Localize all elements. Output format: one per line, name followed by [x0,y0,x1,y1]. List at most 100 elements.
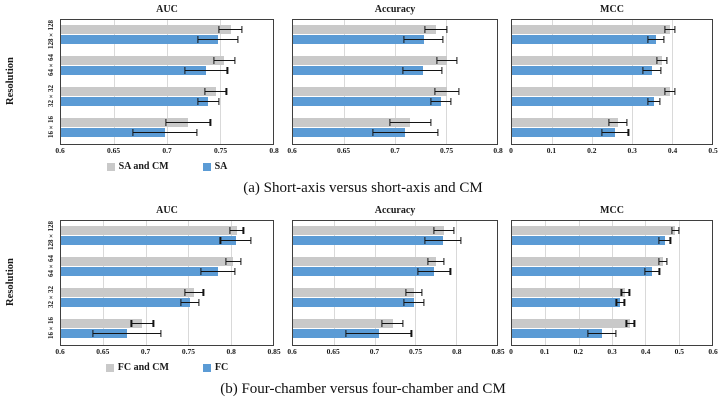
error-bar-cap [422,299,425,306]
x-tick-label: 0.4 [640,347,651,356]
error-bar-cap [436,57,438,64]
gridline [167,20,168,144]
error-bar [389,121,431,124]
bar-sa-and-cm [61,56,225,65]
legend: FC and CM FC [60,360,274,376]
error-bar-cap [430,98,432,105]
x-tick-label: 0.65 [106,146,121,155]
x-tick-label: 0.85 [491,347,505,356]
error-bar [165,121,211,124]
chart-title: MCC [600,205,624,216]
bar-sa-and-cm [293,25,436,34]
error-bar-cap [165,119,167,126]
error-bar-cap [625,320,627,327]
x-axis-ticks: 0.6 0.65 0.7 0.75 0.8 [287,145,502,158]
bar-fc-and-cm [61,257,234,266]
chart-auc: AUC 0.6 0.65 0.7 0.75 0.8 SA and CM SA [55,3,278,175]
error-bar [602,131,629,134]
error-bar-cap [658,268,660,275]
error-bar-cap [179,299,182,306]
bar-fc-and-cm [512,288,626,297]
bar-sa [61,97,209,106]
y-axis-label-column: Resolution [3,19,19,143]
x-tick-label: 0.75 [439,146,454,155]
error-bar [197,38,238,41]
y-axis-label-column: Resolution [3,220,19,344]
bar-sa [293,97,441,106]
error-bar [588,332,616,335]
error-bar [381,322,404,325]
error-bar [672,229,679,232]
figure: Resolution 128×128 64×64 32×32 16×16 AUC 0.6 0.… [3,3,723,397]
error-bar [430,100,452,103]
error-bar [434,90,460,93]
x-tick-label: 0.5 [708,146,718,155]
error-bar-cap [250,237,252,244]
error-bar-cap [423,26,426,33]
chart-accuracy: Accuracy 0.6 0.65 0.7 0.75 0.8 0.85 [287,204,504,359]
x-tick-label: 0.7 [390,146,400,155]
chart-accuracy: Accuracy 0.6 0.65 0.7 0.75 0.8 [287,3,502,158]
bar-fc-and-cm [61,226,237,235]
error-bar-cap [623,299,625,306]
error-bar [213,59,235,62]
error-bar-cap [417,268,419,275]
chart-title: Accuracy [374,205,416,216]
x-axis-ticks: 0.6 0.65 0.7 0.75 0.8 0.85 [287,346,504,359]
bar-fc-and-cm [61,288,195,297]
x-tick-label: 0.6 [55,146,65,155]
bar-fc [293,236,444,245]
error-bar-cap [664,26,666,33]
legend-swatch [202,364,211,372]
category-label: 128×128 [47,221,55,250]
bar-sa [293,66,423,75]
error-bar-cap [218,98,220,105]
error-bar-cap [402,67,404,74]
error-bar-cap [152,320,155,327]
error-bar-cap [644,268,646,275]
error-bar [225,260,241,263]
legend-entry: FC and CM [105,363,169,373]
bar-fc [293,267,435,276]
legend-swatch [106,163,115,171]
chart-mcc: MCC 0 0.1 0.2 0.3 0.4 0.5 0.6 [509,204,718,359]
gridline [578,221,580,345]
error-bar-cap [219,237,222,244]
error-bar [417,270,451,273]
legend-label: FC [214,362,229,373]
chart-title: MCC [600,4,624,15]
error-bar-cap [402,320,404,327]
error-bar [616,301,625,304]
caption-b: (b) Four-chamber versus four-chamber and… [220,381,506,397]
error-bar-cap [658,258,660,265]
bar-fc [61,236,236,245]
gridline [103,221,105,345]
error-bar [218,28,243,31]
error-bar-cap [421,289,423,296]
gridline [374,221,376,345]
bar-fc-and-cm [512,226,676,235]
plot-area [511,220,713,346]
error-bar-cap [627,129,629,136]
error-bar-cap [626,119,628,126]
error-bar-cap [671,227,673,234]
category-labels-column: 128×128 64×64 32×32 16×16 [19,19,60,143]
bar-sa-and-cm [61,25,231,34]
bar-sa-and-cm [512,87,670,96]
error-bar-cap [433,227,435,234]
x-tick-label: 0.65 [336,146,351,155]
error-bar-cap [674,26,676,33]
x-tick-label: 0.3 [607,347,617,356]
error-bar [93,332,162,335]
panel-a: Resolution 128×128 64×64 32×32 16×16 AUC 0.6 0.… [3,3,723,197]
error-bar-cap [453,227,455,234]
error-bar-cap [218,26,220,33]
error-bar-cap [202,289,205,296]
x-tick-label: 0.8 [226,347,236,356]
error-bar-cap [678,227,680,234]
category-label: 64×64 [47,255,55,278]
gridline [415,221,417,345]
y-axis-label: Resolution [5,57,16,105]
error-bar [205,90,227,93]
error-bar [436,59,458,62]
